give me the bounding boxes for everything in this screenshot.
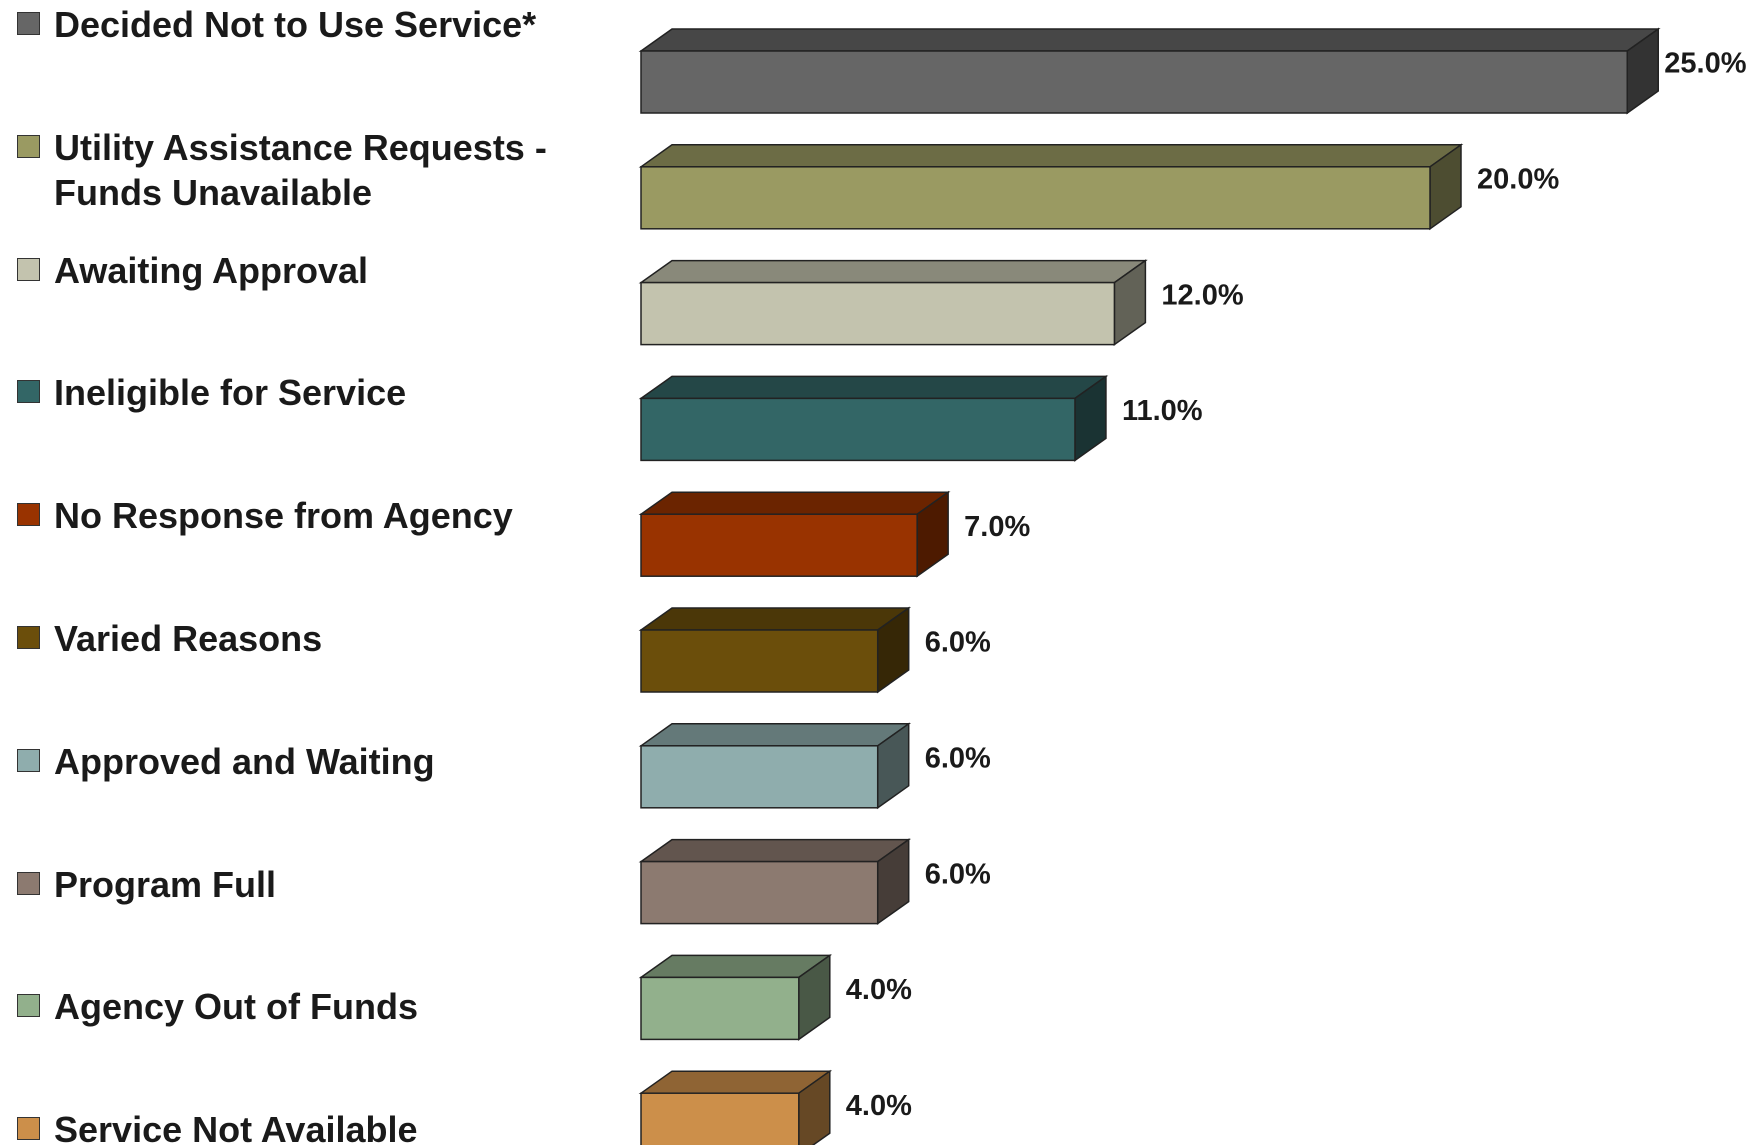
bar-top [638, 838, 912, 863]
legend-item: Service Not Available [17, 1107, 617, 1145]
legend-label: Approved and Waiting [54, 740, 435, 782]
bar-top [638, 259, 1148, 284]
legend-swatch [17, 134, 40, 158]
legend-label: No Response from Agency [54, 495, 513, 537]
bar [640, 976, 800, 1041]
bar-top [638, 375, 1109, 400]
legend-item: Varied Reasons [17, 616, 617, 661]
value-label: 6.0% [925, 858, 991, 890]
legend-label: Utility Assistance Requests - Funds Unav… [54, 126, 547, 213]
legend-swatch [17, 748, 40, 772]
bar-top [638, 954, 833, 979]
legend-swatch [17, 626, 40, 649]
bar [640, 397, 1076, 462]
legend-item: No Response from Agency [17, 493, 617, 538]
bar-top [638, 607, 912, 631]
bar-top [638, 1070, 833, 1094]
bar [640, 281, 1116, 346]
legend-label: Decided Not to Use Service* [54, 4, 537, 45]
value-label: 6.0% [925, 627, 991, 659]
value-label: 20.0% [1477, 163, 1559, 195]
bar [640, 629, 879, 693]
legend-item: Program Full [17, 862, 617, 907]
legend-item: Utility Assistance Requests - Funds Unav… [17, 125, 617, 215]
legend-swatch [17, 503, 40, 527]
value-label: 4.0% [846, 974, 912, 1006]
legend-swatch [17, 871, 40, 895]
legend-label: Ineligible for Service [54, 372, 407, 414]
bar-top [638, 144, 1464, 168]
legend-item: Approved and Waiting [17, 739, 617, 784]
legend-item: Decided Not to Use Service* [17, 2, 617, 47]
bar [640, 50, 1628, 114]
legend-swatch [17, 257, 40, 281]
legend-item: Agency Out of Funds [17, 984, 617, 1029]
legend-label: Program Full [54, 863, 277, 905]
legend-label: Agency Out of Funds [54, 986, 418, 1028]
bar-top [638, 28, 1661, 52]
bar [640, 166, 1431, 230]
bar-top [638, 723, 912, 747]
legend-item: Awaiting Approval [17, 248, 617, 293]
legend-label: Awaiting Approval [54, 249, 369, 291]
legend-label: Varied Reasons [54, 618, 323, 659]
legend-swatch [17, 1117, 40, 1141]
legend-swatch [17, 994, 40, 1018]
value-label: 6.0% [925, 742, 991, 774]
legend-item: Ineligible for Service [17, 370, 617, 415]
legend-label: Service Not Available [54, 1109, 418, 1145]
legend-swatch [17, 12, 40, 35]
value-label: 4.0% [846, 1090, 912, 1122]
bar [640, 745, 879, 809]
value-label: 7.0% [964, 511, 1030, 543]
legend-swatch [17, 380, 40, 404]
value-label: 11.0% [1122, 395, 1203, 427]
bar [640, 1092, 800, 1145]
bar [640, 513, 918, 577]
value-label: 12.0% [1161, 279, 1243, 311]
value-label: 25.0% [1664, 48, 1746, 80]
bar-top [638, 491, 951, 515]
bar [640, 860, 879, 925]
